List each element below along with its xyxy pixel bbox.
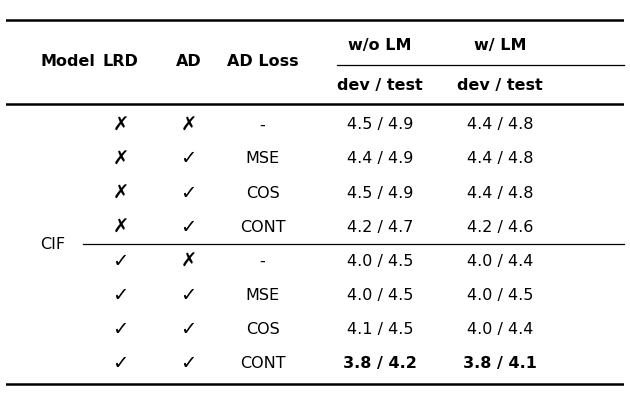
- Text: 4.1 / 4.5: 4.1 / 4.5: [346, 322, 413, 337]
- Text: w/o LM: w/o LM: [348, 38, 411, 53]
- Text: dev / test: dev / test: [337, 78, 423, 93]
- Text: -: -: [260, 118, 265, 132]
- Text: AD: AD: [176, 54, 202, 69]
- Text: 4.2 / 4.6: 4.2 / 4.6: [467, 220, 534, 234]
- Text: ✓: ✓: [180, 320, 197, 339]
- Text: w/ LM: w/ LM: [474, 38, 527, 53]
- Text: ✗: ✗: [112, 116, 129, 134]
- Text: ✓: ✓: [180, 218, 197, 236]
- Text: 4.4 / 4.8: 4.4 / 4.8: [467, 152, 534, 166]
- Text: AD Loss: AD Loss: [227, 54, 299, 69]
- Text: ✓: ✓: [180, 150, 197, 168]
- Text: ✗: ✗: [112, 150, 129, 168]
- Text: ✓: ✓: [112, 252, 129, 271]
- Text: -: -: [260, 254, 265, 269]
- Text: ✓: ✓: [112, 320, 129, 339]
- Text: 4.5 / 4.9: 4.5 / 4.9: [346, 186, 413, 200]
- Text: CIF: CIF: [40, 236, 66, 252]
- Text: Model: Model: [40, 54, 95, 69]
- Text: dev / test: dev / test: [457, 78, 543, 93]
- Text: 4.5 / 4.9: 4.5 / 4.9: [346, 118, 413, 132]
- Text: ✗: ✗: [112, 184, 129, 202]
- Text: ✗: ✗: [112, 218, 129, 236]
- Text: ✓: ✓: [112, 286, 129, 305]
- Text: MSE: MSE: [246, 288, 280, 303]
- Text: 3.8 / 4.1: 3.8 / 4.1: [463, 356, 537, 371]
- Text: 4.0 / 4.4: 4.0 / 4.4: [467, 322, 534, 337]
- Text: 4.2 / 4.7: 4.2 / 4.7: [346, 220, 413, 234]
- Text: 4.4 / 4.9: 4.4 / 4.9: [346, 152, 413, 166]
- Text: COS: COS: [246, 322, 279, 337]
- Text: MSE: MSE: [246, 152, 280, 166]
- Text: CONT: CONT: [239, 220, 285, 234]
- Text: 4.4 / 4.8: 4.4 / 4.8: [467, 118, 534, 132]
- Text: 4.4 / 4.8: 4.4 / 4.8: [467, 186, 534, 200]
- Text: ✓: ✓: [180, 184, 197, 202]
- Text: ✓: ✓: [112, 354, 129, 373]
- Text: 4.0 / 4.4: 4.0 / 4.4: [467, 254, 534, 269]
- Text: 3.8 / 4.2: 3.8 / 4.2: [343, 356, 417, 371]
- Text: ✓: ✓: [180, 286, 197, 305]
- Text: 4.0 / 4.5: 4.0 / 4.5: [467, 288, 534, 303]
- Text: 4.0 / 4.5: 4.0 / 4.5: [346, 288, 413, 303]
- Text: CONT: CONT: [239, 356, 285, 371]
- Text: ✓: ✓: [180, 354, 197, 373]
- Text: COS: COS: [246, 186, 279, 200]
- Text: ✗: ✗: [180, 252, 197, 271]
- Text: ✗: ✗: [180, 116, 197, 134]
- Text: LRD: LRD: [103, 54, 139, 69]
- Text: 4.0 / 4.5: 4.0 / 4.5: [346, 254, 413, 269]
